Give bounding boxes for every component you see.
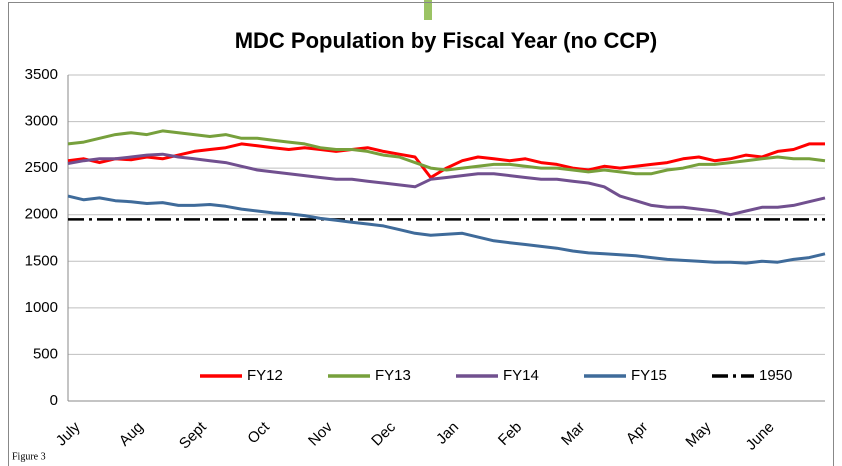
y-tick-label: 1000 xyxy=(25,299,58,316)
legend-label: FY14 xyxy=(503,367,539,384)
x-tick-label: May xyxy=(682,418,714,450)
x-tick-label: Mar xyxy=(558,419,588,449)
y-tick-label: 1500 xyxy=(25,252,58,269)
chart-title: MDC Population by Fiscal Year (no CCP) xyxy=(235,28,658,53)
legend-label: FY12 xyxy=(247,367,283,384)
y-tick-label: 3000 xyxy=(25,113,58,130)
x-tick-label: Nov xyxy=(305,418,336,449)
x-tick-label: Aug xyxy=(116,419,147,450)
figure-caption: Figure 3 xyxy=(12,451,46,462)
x-tick-label: Oct xyxy=(244,418,273,447)
chart-border xyxy=(8,2,834,466)
x-tick-label: Dec xyxy=(368,418,399,449)
y-tick-label: 2500 xyxy=(25,159,58,176)
x-tick-label: Jan xyxy=(433,419,462,448)
x-tick-label: Apr xyxy=(623,419,652,448)
x-tick-label: July xyxy=(53,418,84,449)
series-line xyxy=(67,152,826,217)
y-tick-label: 0 xyxy=(50,392,58,409)
x-tick-label: Sept xyxy=(176,418,210,452)
series-line xyxy=(67,129,826,176)
y-tick-label: 3500 xyxy=(25,66,58,83)
legend-label: FY13 xyxy=(375,367,411,384)
series-line xyxy=(67,142,825,179)
x-tick-label: June xyxy=(743,419,778,454)
legend-label: FY15 xyxy=(631,367,667,384)
x-tick-label: Feb xyxy=(495,419,525,449)
y-tick-label: 2000 xyxy=(25,206,58,223)
legend-label: 1950 xyxy=(759,367,792,384)
decoration-bar xyxy=(424,0,432,20)
series-line xyxy=(67,194,826,265)
y-tick-label: 500 xyxy=(33,345,58,362)
